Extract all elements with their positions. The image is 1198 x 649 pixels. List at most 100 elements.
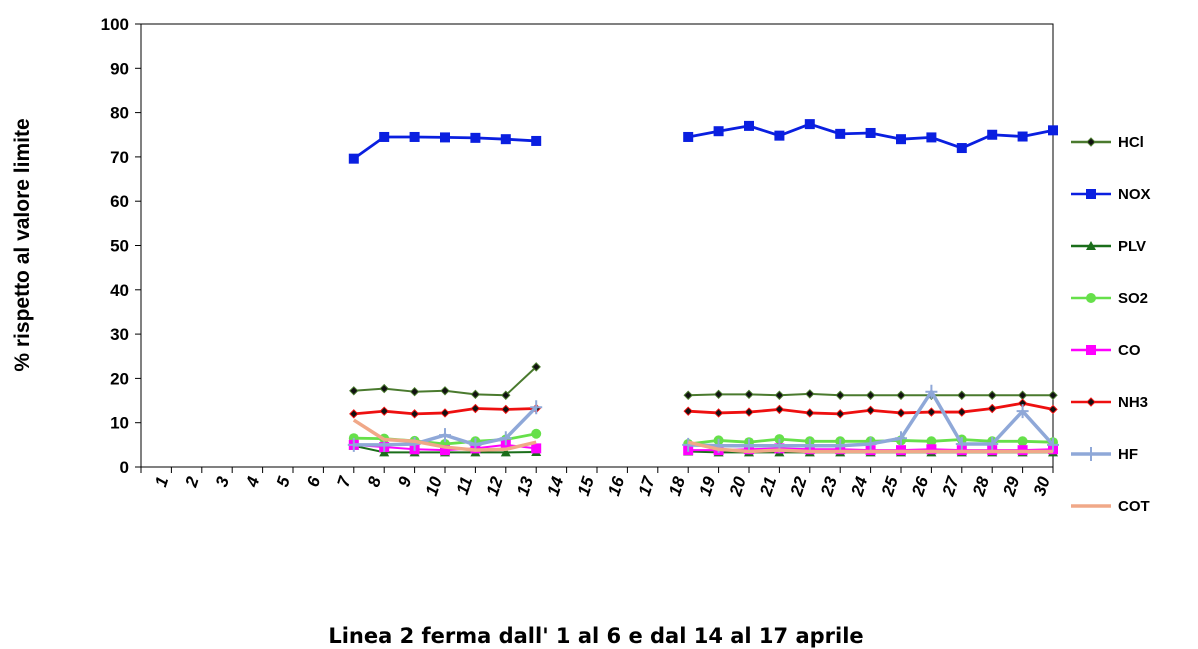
x-tick-label: 3 bbox=[212, 474, 233, 489]
data-point-marker bbox=[713, 389, 724, 400]
x-tick-label: 9 bbox=[394, 474, 415, 489]
y-tick-label: 100 bbox=[101, 15, 129, 34]
data-point-marker bbox=[774, 404, 785, 415]
data-point-marker bbox=[347, 437, 360, 452]
data-point-marker bbox=[864, 436, 877, 451]
data-point-marker bbox=[1047, 437, 1059, 452]
data-point-marker bbox=[957, 407, 967, 417]
data-point-marker bbox=[501, 390, 511, 400]
y-tick-label: 60 bbox=[110, 192, 129, 211]
legend-label: CO bbox=[1118, 342, 1141, 359]
series-cot bbox=[352, 418, 1053, 454]
data-point-marker bbox=[379, 131, 390, 142]
y-tick-label: 10 bbox=[110, 414, 129, 433]
data-point-marker bbox=[409, 409, 420, 419]
data-point-marker bbox=[1086, 189, 1096, 199]
plot-area bbox=[140, 23, 1054, 468]
data-point-marker bbox=[408, 436, 421, 451]
data-point-marker bbox=[744, 407, 754, 417]
data-point-marker bbox=[470, 132, 481, 143]
y-tick-label: 30 bbox=[110, 325, 129, 344]
x-tick-label: 14 bbox=[543, 474, 567, 498]
data-point-marker bbox=[986, 436, 999, 451]
data-point-marker bbox=[500, 447, 511, 457]
x-tick-label: 7 bbox=[334, 473, 355, 489]
data-point-marker bbox=[895, 431, 907, 446]
x-tick-label: 12 bbox=[483, 474, 507, 498]
data-point-marker bbox=[896, 408, 906, 418]
x-tick-label: 6 bbox=[303, 474, 324, 489]
data-point-marker bbox=[531, 362, 541, 372]
series-line bbox=[352, 418, 537, 452]
data-point-marker bbox=[713, 408, 724, 418]
legend-label: HF bbox=[1118, 446, 1138, 463]
data-point-marker bbox=[470, 389, 481, 400]
data-point-marker bbox=[531, 443, 542, 454]
series-hf bbox=[347, 384, 1059, 453]
data-point-marker bbox=[499, 431, 512, 446]
legend-label: HCl bbox=[1118, 134, 1144, 151]
data-point-marker bbox=[531, 428, 542, 439]
x-tick-label: 19 bbox=[695, 474, 719, 498]
y-tick-label: 90 bbox=[110, 59, 129, 78]
x-tick-label: 1 bbox=[151, 474, 172, 489]
legend-item: PLV bbox=[1071, 238, 1146, 255]
data-point-marker bbox=[835, 128, 846, 139]
data-point-marker bbox=[500, 134, 511, 145]
x-tick-label: 28 bbox=[969, 474, 993, 499]
data-point-marker bbox=[409, 131, 420, 142]
y-axis-label: % rispetto al valore limite bbox=[11, 118, 34, 371]
x-tick-label: 2 bbox=[181, 474, 202, 490]
legend-label: COT bbox=[1118, 498, 1150, 515]
data-point-marker bbox=[440, 132, 450, 143]
data-point-marker bbox=[925, 384, 938, 399]
data-point-marker bbox=[987, 129, 998, 140]
x-tick-label: 29 bbox=[999, 474, 1023, 499]
y-tick-label: 40 bbox=[110, 281, 129, 300]
series-layer bbox=[347, 119, 1059, 457]
data-point-marker bbox=[1086, 137, 1096, 147]
data-point-marker bbox=[379, 383, 389, 394]
data-point-marker bbox=[1017, 436, 1028, 447]
legend-label: SO2 bbox=[1118, 290, 1148, 307]
y-tick-label: 20 bbox=[110, 369, 129, 388]
data-point-marker bbox=[744, 389, 754, 400]
x-tick-label: 20 bbox=[726, 474, 750, 499]
data-point-marker bbox=[349, 386, 359, 396]
legend: HCl NOX PLV SO2 CO NH3 HF COT bbox=[1071, 134, 1151, 515]
data-point-marker bbox=[530, 400, 543, 415]
data-point-marker bbox=[896, 390, 906, 400]
legend-item: CO bbox=[1071, 342, 1141, 359]
data-point-marker bbox=[1086, 241, 1096, 250]
data-point-marker bbox=[987, 403, 997, 414]
data-point-marker bbox=[1085, 447, 1097, 461]
x-tick-label: 13 bbox=[513, 474, 537, 498]
data-point-marker bbox=[1016, 404, 1029, 419]
data-point-marker bbox=[409, 386, 420, 397]
legend-item: NOX bbox=[1071, 186, 1151, 203]
data-point-marker bbox=[805, 389, 815, 399]
y-tick-label: 0 bbox=[120, 458, 129, 477]
data-point-marker bbox=[440, 408, 450, 418]
legend-item: HF bbox=[1071, 446, 1138, 463]
data-point-marker bbox=[713, 126, 724, 137]
data-point-marker bbox=[987, 390, 997, 400]
data-point-marker bbox=[774, 130, 785, 141]
x-tick-label: 5 bbox=[273, 474, 294, 489]
x-tick-label: 11 bbox=[453, 474, 477, 497]
series-nox bbox=[348, 119, 1058, 164]
legend-label: NOX bbox=[1118, 186, 1151, 203]
y-tick-label: 80 bbox=[110, 104, 129, 123]
legend-item: SO2 bbox=[1071, 290, 1148, 307]
x-tick-label: 30 bbox=[1030, 474, 1054, 498]
data-point-marker bbox=[926, 132, 937, 143]
legend-item: NH3 bbox=[1071, 394, 1148, 411]
data-point-marker bbox=[744, 120, 754, 131]
data-point-marker bbox=[865, 390, 876, 400]
data-point-marker bbox=[805, 408, 815, 418]
data-point-marker bbox=[470, 403, 481, 414]
data-point-marker bbox=[1048, 404, 1058, 415]
data-point-marker bbox=[683, 131, 694, 142]
